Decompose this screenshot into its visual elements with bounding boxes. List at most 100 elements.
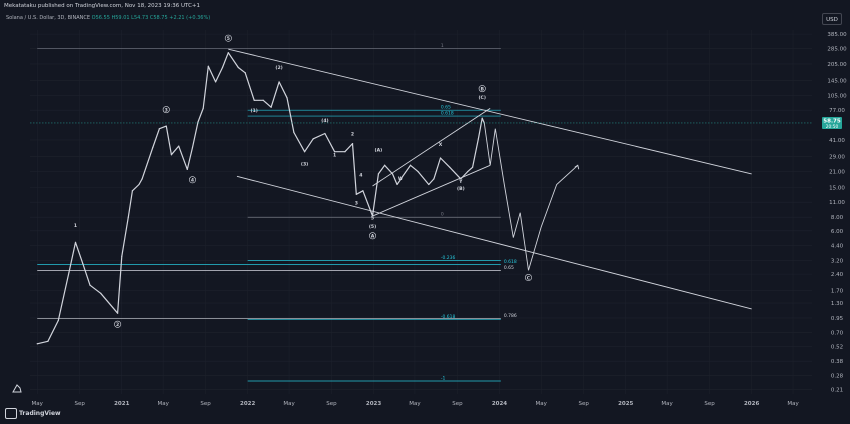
ruler-icon[interactable] xyxy=(11,382,23,394)
wave-label: A xyxy=(371,234,375,240)
wedge-upper-line xyxy=(372,108,491,187)
wave-label: 4 xyxy=(359,172,362,178)
price-point xyxy=(312,138,314,140)
price-point xyxy=(36,343,38,345)
price-point xyxy=(417,170,419,173)
price-line xyxy=(37,52,485,345)
y-tick-label: 29.00 xyxy=(829,154,845,160)
price-point xyxy=(253,99,255,101)
x-tick-label: May xyxy=(32,401,44,407)
fib-level-label: 1 xyxy=(441,43,444,49)
brand-name: TradingView xyxy=(19,410,61,417)
x-tick-label: 2022 xyxy=(240,401,255,407)
wave-label: 4 xyxy=(191,178,194,184)
y-tick-label: 3.20 xyxy=(831,259,844,265)
price-point xyxy=(202,107,204,109)
price-point xyxy=(270,106,272,108)
price-point xyxy=(89,284,91,286)
price-point xyxy=(449,166,451,168)
wave-label: (1) xyxy=(251,108,258,114)
x-tick-label: Sep xyxy=(578,401,589,407)
price-point xyxy=(131,190,134,192)
price-point xyxy=(165,125,167,127)
wave-label: (C) xyxy=(478,95,486,101)
price-point xyxy=(237,66,239,69)
last-price-time: 20:50 xyxy=(826,124,839,130)
symbol-info-bar: Solana / U.S. Dollar, 3D, BINANCE O56.55… xyxy=(0,12,210,24)
price-point xyxy=(293,131,295,134)
x-tick-label: May xyxy=(283,401,295,407)
price-point xyxy=(286,97,288,99)
price-point xyxy=(47,340,49,342)
y-tick-label: 0.52 xyxy=(831,344,843,350)
price-point xyxy=(221,66,224,69)
price-point xyxy=(127,216,129,218)
price-point xyxy=(278,81,280,83)
price-point xyxy=(244,72,246,74)
projection-arrow xyxy=(574,164,580,170)
price-point xyxy=(391,173,394,175)
wave-label-circle xyxy=(224,34,232,42)
x-tick-label: 2024 xyxy=(492,401,507,407)
price-point xyxy=(57,319,59,322)
wave-label: W xyxy=(398,176,403,182)
y-tick-label: 21.00 xyxy=(829,170,845,176)
y-tick-label: 0.38 xyxy=(831,359,844,365)
ohlc-change: +2.21 (+0.36%) xyxy=(169,15,211,21)
channel-lower-line xyxy=(236,175,752,310)
price-point xyxy=(303,151,306,153)
price-point xyxy=(428,183,430,186)
x-tick-label: May xyxy=(157,401,169,407)
currency-button[interactable]: USD xyxy=(822,13,842,25)
y-tick-label: 4.40 xyxy=(831,243,844,249)
price-point xyxy=(82,262,84,265)
wedge-lower-line xyxy=(372,164,491,217)
y-tick-label: 0.21 xyxy=(831,387,843,393)
x-tick-label: Sep xyxy=(452,401,463,407)
price-point xyxy=(117,312,119,314)
wave-label-circle xyxy=(188,176,196,184)
fib-level-label: 0.65 xyxy=(441,105,451,111)
price-point xyxy=(371,215,374,217)
price-point xyxy=(481,117,483,119)
fib-level-label: -0.618 xyxy=(441,314,456,320)
wave-label-circle xyxy=(369,232,377,240)
wave-label-circle xyxy=(524,274,532,282)
price-point xyxy=(178,145,180,147)
y-tick-label: 385.00 xyxy=(827,32,847,38)
symbol-name: Solana / U.S. Dollar, 3D, BINANCE xyxy=(6,15,91,21)
ohlc-low: L54.73 xyxy=(131,15,149,21)
y-tick-label: 6.00 xyxy=(831,229,844,235)
wave-label: (5) xyxy=(369,224,376,230)
fib-level-label: -1 xyxy=(441,376,446,382)
fib-level-label: 0.65 xyxy=(504,265,514,271)
wave-label: Y xyxy=(458,179,463,185)
x-tick-label: May xyxy=(787,401,799,407)
y-tick-label: 15.00 xyxy=(829,186,845,192)
price-point xyxy=(74,241,77,243)
wave-label-circle xyxy=(114,320,122,328)
wave-label: X xyxy=(439,142,443,148)
y-tick-label: 0.28 xyxy=(831,374,844,380)
y-tick-label: 2.40 xyxy=(831,272,844,278)
projection-line xyxy=(483,122,579,271)
price-point xyxy=(214,81,217,83)
price-point xyxy=(324,132,326,135)
publisher-info: Mekatataku published on TradingView.com,… xyxy=(4,3,201,9)
wave-label: (3) xyxy=(301,161,308,167)
x-tick-label: May xyxy=(536,401,548,407)
wave-label: 1 xyxy=(333,152,336,158)
y-tick-label: 41.00 xyxy=(829,138,845,144)
x-tick-label: 2026 xyxy=(744,401,759,407)
price-point xyxy=(170,154,173,156)
price-point xyxy=(409,164,412,166)
price-point xyxy=(439,157,442,159)
price-point xyxy=(333,151,336,153)
price-point xyxy=(467,170,469,173)
price-point xyxy=(152,146,154,149)
y-tick-label: 0.70 xyxy=(831,330,844,336)
x-tick-label: Sep xyxy=(200,401,211,407)
price-point xyxy=(138,183,140,186)
price-point xyxy=(100,292,102,294)
